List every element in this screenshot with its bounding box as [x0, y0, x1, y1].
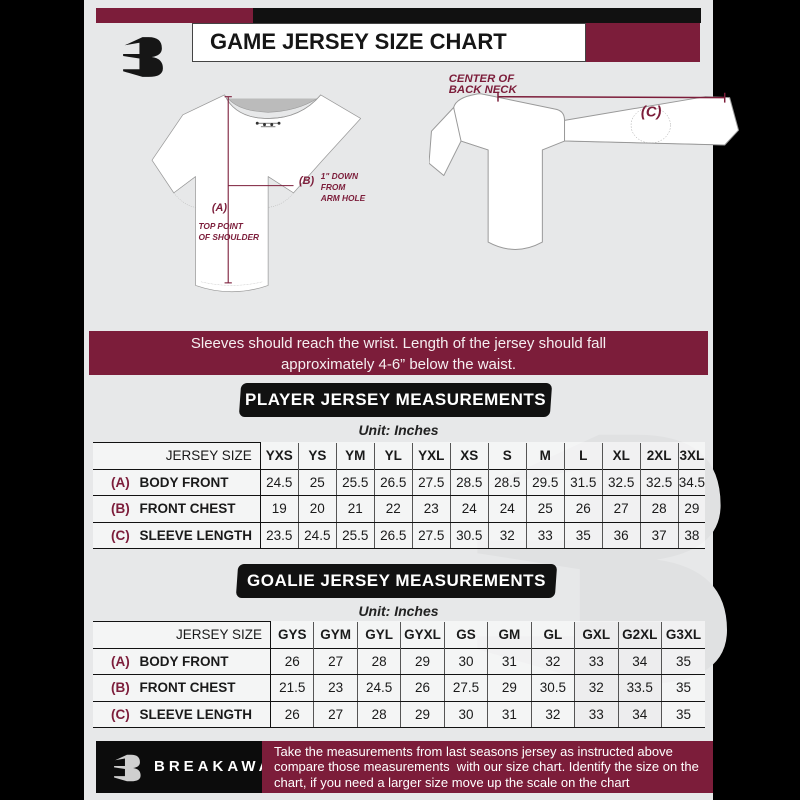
- svg-text:TOP POINT: TOP POINT: [198, 221, 243, 231]
- svg-text:ARM HOLE: ARM HOLE: [320, 193, 366, 203]
- svg-text:CENTER OF: CENTER OF: [449, 73, 516, 85]
- svg-text:BACK NECK: BACK NECK: [449, 84, 518, 96]
- svg-text:1" DOWN: 1" DOWN: [321, 171, 359, 181]
- svg-text:(C): (C): [641, 104, 662, 120]
- svg-text:(B): (B): [299, 175, 314, 187]
- svg-text:(A): (A): [212, 202, 227, 214]
- svg-text:FROM: FROM: [321, 182, 347, 192]
- svg-text:OF SHOULDER: OF SHOULDER: [198, 232, 259, 242]
